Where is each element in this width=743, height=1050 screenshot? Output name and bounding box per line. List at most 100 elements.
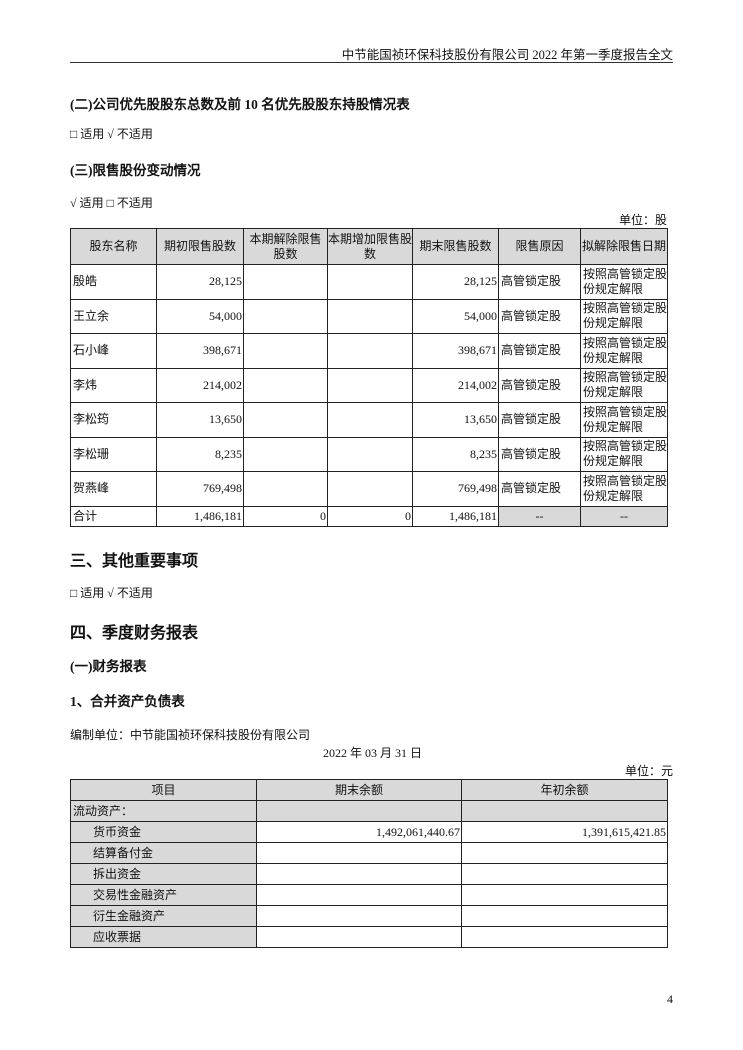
table-row: 王立余 54,000 54,000 高管锁定股 按照高管锁定股份规定解限 [70,298,668,334]
table-cell: 高管锁定股 [498,436,581,472]
table-cell [461,800,668,822]
table-cell: 0 [327,505,413,527]
table-cell [243,471,328,507]
table-cell [327,436,413,472]
table-cell: 李炜 [70,367,157,403]
table-row: 李炜 214,002 214,002 高管锁定股 按照高管锁定股份规定解限 [70,367,668,403]
table-cell: 769,498 [412,471,499,507]
table-row: 殷皓 28,125 28,125 高管锁定股 按照高管锁定股份规定解限 [70,264,668,300]
table-cell: 殷皓 [70,264,157,300]
column-header: 限售原因 [498,228,581,265]
table-cell: 398,671 [412,333,499,369]
table-cell [243,333,328,369]
column-header: 年初余额 [461,779,668,801]
section-title-preferred-shares: (二)公司优先股股东总数及前 10 名优先股股东持股情况表 [70,97,410,112]
table-row: 衍生金融资产 [70,905,668,927]
table-cell: 214,002 [156,367,244,403]
table-cell: 1,486,181 [156,505,244,527]
table-cell: 结算备付金 [70,842,257,864]
table-cell [327,471,413,507]
table-cell [461,884,668,906]
table-row: 应收票据 [70,926,668,948]
table-cell: 交易性金融资产 [70,884,257,906]
table-cell: 贺燕峰 [70,471,157,507]
column-header: 本期增加限售股数 [327,228,413,265]
table-cell: 按照高管锁定股份规定解限 [580,471,668,507]
table-cell: 货币资金 [70,821,257,843]
table-cell: 应收票据 [70,926,257,948]
table-cell: 1,492,061,440.67 [256,821,462,843]
table-cell: 高管锁定股 [498,333,581,369]
table-cell [243,402,328,438]
table-cell: 28,125 [156,264,244,300]
table-row: 交易性金融资产 [70,884,668,906]
table-cell: 13,650 [156,402,244,438]
applicability-preferred: □ 适用 √ 不适用 [70,127,153,141]
table-cell: 54,000 [412,298,499,334]
table-cell: 按照高管锁定股份规定解限 [580,298,668,334]
table-cell: 石小峰 [70,333,157,369]
compiler-label: 编制单位：中节能国祯环保科技股份有限公司 [70,728,311,742]
table-cell: 54,000 [156,298,244,334]
applicability-restricted: √ 适用 □ 不适用 [70,196,153,210]
table-cell [243,264,328,300]
table-cell: 214,002 [412,367,499,403]
column-header: 期初限售股数 [156,228,244,265]
balance-sheet-table: 项目 期末余额 年初余额 流动资产： 货币资金 1,492,061,440.67 1,391… [70,779,668,948]
table-row: 石小峰 398,671 398,671 高管锁定股 按照高管锁定股份规定解限 [70,333,668,369]
section-label: 流动资产： [70,800,257,822]
table-cell [461,905,668,927]
table-cell [256,800,462,822]
table-cell: 合计 [70,505,157,527]
table-cell [256,884,462,906]
header-divider [70,62,673,63]
table-cell: 拆出资金 [70,863,257,885]
table-cell [256,905,462,927]
column-header: 拟解除限售日期 [580,228,668,265]
table-cell: 李松珊 [70,436,157,472]
table-cell: 高管锁定股 [498,367,581,403]
applicability-other: □ 适用 √ 不适用 [70,586,153,600]
part-four-title: 四、季度财务报表 [70,625,199,642]
table-cell: 高管锁定股 [498,402,581,438]
table-cell [461,863,668,885]
column-header: 本期解除限售股数 [243,228,328,265]
table-cell: 王立余 [70,298,157,334]
table-cell [461,842,668,864]
table-cell: 按照高管锁定股份规定解限 [580,367,668,403]
table-cell: 769,498 [156,471,244,507]
table-cell: 28,125 [412,264,499,300]
unit-label-yuan: 单位：元 [624,764,673,778]
table-cell: -- [580,505,668,527]
table-cell: -- [498,505,581,527]
restricted-shares-table: 股东名称 期初限售股数 本期解除限售股数 本期增加限售股数 期末限售股数 限售原因 拟解除限… [70,228,668,527]
table-cell: 398,671 [156,333,244,369]
column-header: 期末限售股数 [412,228,499,265]
column-header: 股东名称 [70,228,157,265]
table-row: 李松筠 13,650 13,650 高管锁定股 按照高管锁定股份规定解限 [70,402,668,438]
table-cell [243,367,328,403]
table-cell [256,842,462,864]
table-cell [327,264,413,300]
table-cell: 高管锁定股 [498,471,581,507]
page-header: 中节能国祯环保科技股份有限公司 2022 年第一季度报告全文 [341,48,673,62]
table-cell [243,436,328,472]
table-cell: 8,235 [412,436,499,472]
table-row: 李松珊 8,235 8,235 高管锁定股 按照高管锁定股份规定解限 [70,436,668,472]
balance-sheet-title: 1、合并资产负债表 [70,694,185,709]
table-row: 货币资金 1,492,061,440.67 1,391,615,421.85 [70,821,668,843]
table-cell [327,402,413,438]
table-cell: 按照高管锁定股份规定解限 [580,264,668,300]
column-header: 期末余额 [256,779,462,801]
table-cell: 13,650 [412,402,499,438]
table-row: 拆出资金 [70,863,668,885]
table-cell: 按照高管锁定股份规定解限 [580,402,668,438]
table-cell: 8,235 [156,436,244,472]
section-row: 流动资产： [70,800,668,822]
table-cell: 按照高管锁定股份规定解限 [580,436,668,472]
table-cell [256,926,462,948]
table-row: 贺燕峰 769,498 769,498 高管锁定股 按照高管锁定股份规定解限 [70,471,668,507]
table-cell: 衍生金融资产 [70,905,257,927]
table-cell [327,333,413,369]
table-cell [461,926,668,948]
